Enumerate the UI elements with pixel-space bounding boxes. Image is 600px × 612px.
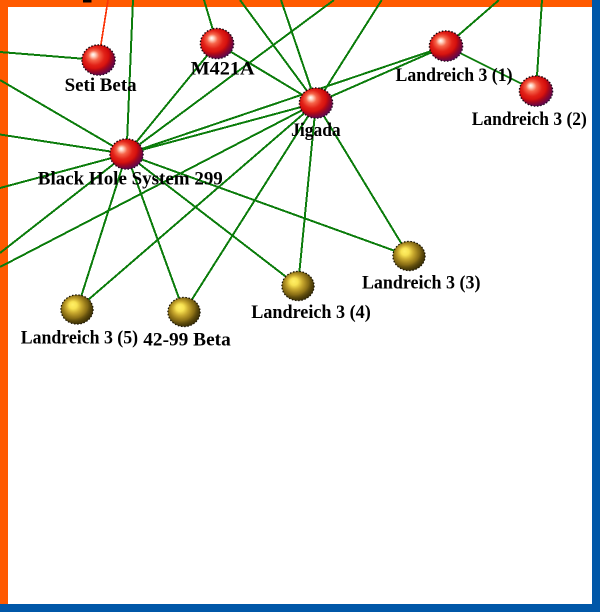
svg-text:42-99 Beta: 42-99 Beta xyxy=(143,331,231,351)
svg-text:Landreich 3 (5): Landreich 3 (5) xyxy=(21,329,138,349)
svg-text:Landreich 3 (3): Landreich 3 (3) xyxy=(362,274,481,294)
svg-text:Landreich 3 (1): Landreich 3 (1) xyxy=(396,66,513,86)
svg-text:Jigada: Jigada xyxy=(291,121,341,141)
svg-text:Landreich 3 (2): Landreich 3 (2) xyxy=(472,110,587,130)
svg-text:Black Hole System 299: Black Hole System 299 xyxy=(38,169,223,189)
svg-text:M421A: M421A xyxy=(191,59,256,79)
svg-text:Seti Beta: Seti Beta xyxy=(65,76,137,96)
svg-text:Landreich 3 (4): Landreich 3 (4) xyxy=(251,303,371,323)
